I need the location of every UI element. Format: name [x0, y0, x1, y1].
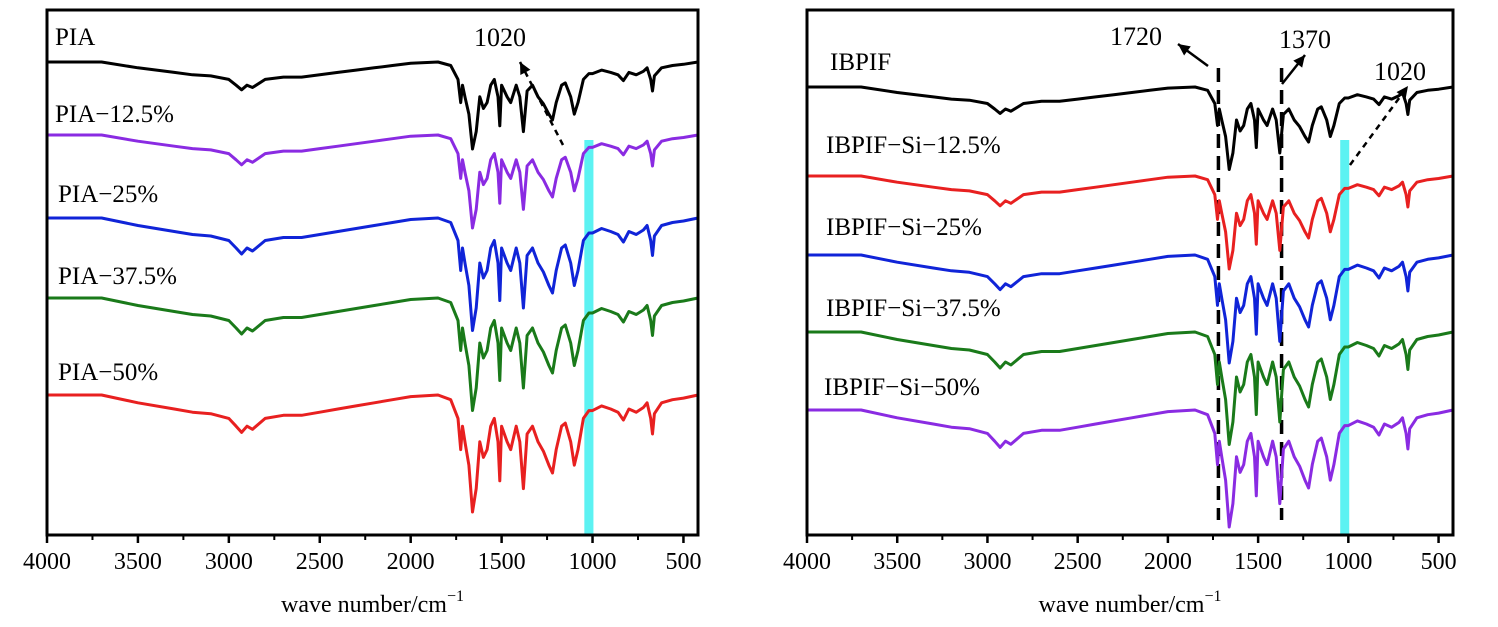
x-tick-label: 4000 — [783, 549, 831, 575]
series-label: PIA−12.5% — [55, 101, 174, 128]
series-line — [807, 174, 1454, 271]
x-tick-label: 1500 — [1234, 549, 1282, 575]
series-line — [807, 85, 1454, 171]
series-label: IBPIF−Si−25% — [826, 214, 982, 241]
peak-annotation: 1720 — [1110, 22, 1162, 51]
series-line — [47, 133, 699, 230]
ir-spectrum-chart: PIA PIA−12.5% PIA−25% PIA−37.5% PIA−50% 4000 3… — [23, 8, 701, 618]
x-tick-label: 2000 — [1144, 549, 1192, 575]
annotation-arrow — [1348, 85, 1410, 166]
peak-annotation: 1370 — [1279, 25, 1331, 54]
plot-frame — [805, 8, 1455, 537]
x-tick-label: 2000 — [387, 549, 435, 575]
x-tick-label: 2500 — [1054, 549, 1102, 575]
x-tick-label: 500 — [1421, 549, 1457, 575]
series-label: IBPIF−Si−37.5% — [826, 295, 1001, 322]
x-tick-label: 3500 — [114, 549, 162, 575]
series-label: IBPIF−Si−50% — [824, 374, 980, 401]
x-tick-label: 1000 — [1324, 549, 1372, 575]
series-line — [47, 216, 699, 332]
x-tick-label: 3000 — [205, 549, 253, 575]
x-tick-label: 1000 — [569, 549, 617, 575]
plot-frame — [45, 8, 700, 537]
series-label: IBPIF — [830, 49, 891, 76]
series-label: PIA — [55, 24, 95, 51]
highlight-band — [584, 140, 594, 535]
x-axis-title: wave number/cm−1 — [1039, 588, 1222, 618]
x-tick-label: 500 — [665, 549, 701, 575]
right-chart-panel: IBPIF IBPIF−Si−12.5% IBPIF−Si−25% IBPIF−Si−… — [760, 0, 1498, 627]
x-tick-label: 3000 — [963, 549, 1011, 575]
series-label: PIA−37.5% — [58, 263, 177, 290]
arrow-head — [1293, 55, 1305, 68]
peak-annotation: 1020 — [1374, 57, 1426, 86]
arrow-head — [1396, 86, 1408, 99]
x-axis-title: wave number/cm−1 — [281, 588, 464, 618]
arrow-head — [1178, 44, 1191, 56]
series-line — [47, 60, 699, 151]
series-line — [807, 253, 1454, 365]
series-line — [807, 408, 1454, 529]
series-label: PIA−50% — [58, 359, 158, 386]
arrow-head — [520, 62, 531, 75]
series-line — [47, 296, 699, 412]
x-tick-label: 4000 — [23, 549, 71, 575]
series-line — [807, 330, 1454, 446]
peak-annotation: 1020 — [474, 23, 526, 52]
x-tick-label: 2500 — [296, 549, 344, 575]
x-tick-label: 3500 — [873, 549, 921, 575]
series-line — [47, 393, 699, 514]
ir-spectrum-chart: IBPIF IBPIF−Si−12.5% IBPIF−Si−25% IBPIF−Si−… — [783, 8, 1457, 618]
annotation-arrow — [518, 61, 565, 146]
series-label: IBPIF−Si−12.5% — [826, 132, 1001, 159]
left-chart-panel: PIA PIA−12.5% PIA−25% PIA−37.5% PIA−50% 4000 3… — [0, 0, 740, 627]
highlight-band — [1340, 140, 1350, 535]
x-tick-label: 1500 — [478, 549, 526, 575]
series-label: PIA−25% — [58, 181, 158, 208]
